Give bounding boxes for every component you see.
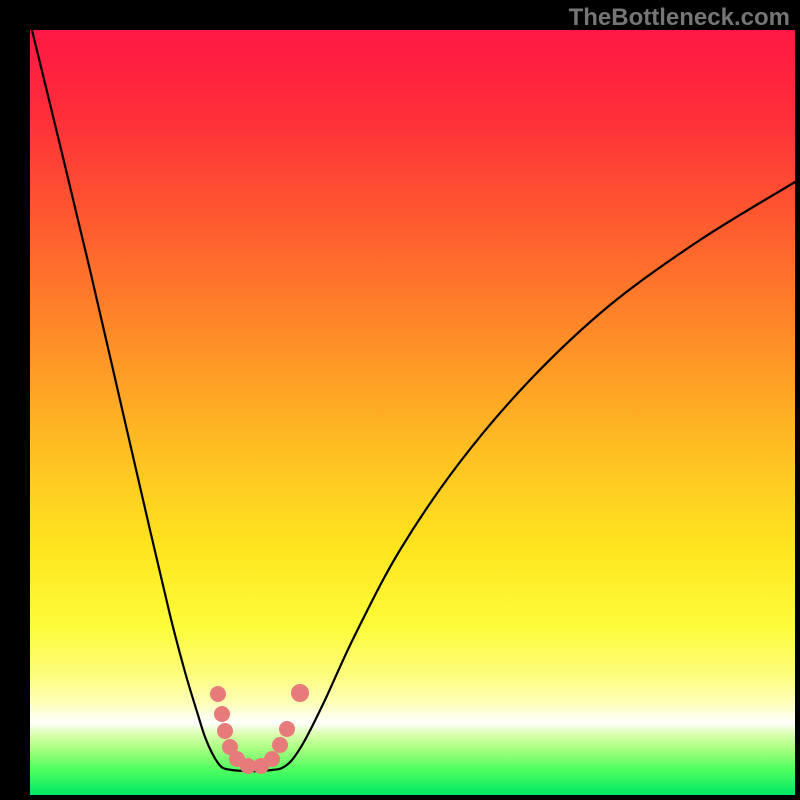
data-point	[214, 706, 230, 722]
data-point	[291, 684, 309, 702]
chart-container: TheBottleneck.com	[0, 0, 800, 800]
data-point	[217, 723, 233, 739]
data-point	[210, 686, 226, 702]
bottleneck-curve	[30, 22, 795, 771]
data-point	[279, 721, 295, 737]
curve-layer	[0, 0, 800, 800]
watermark-text: TheBottleneck.com	[569, 4, 790, 32]
data-point	[264, 751, 280, 767]
data-point	[272, 737, 288, 753]
